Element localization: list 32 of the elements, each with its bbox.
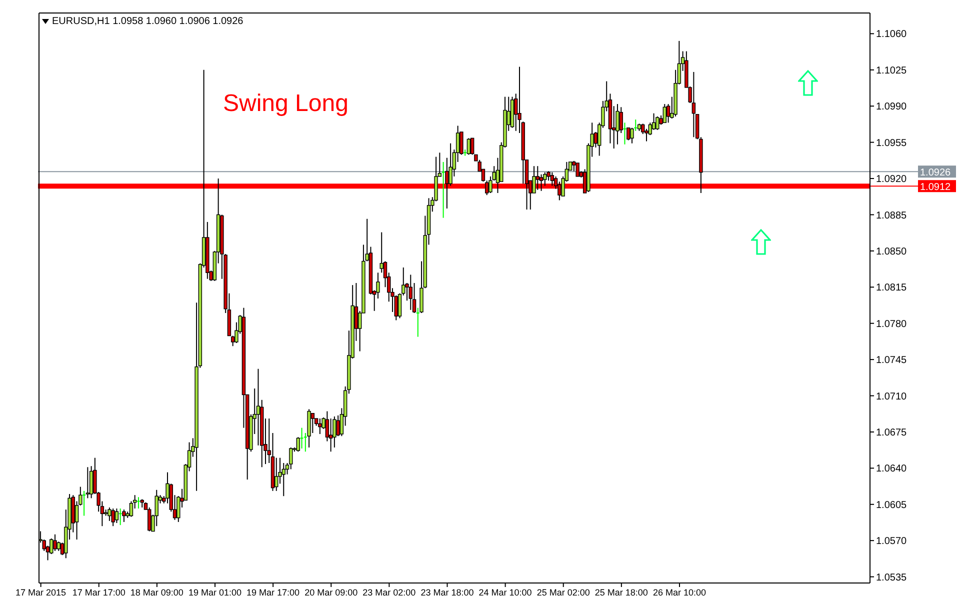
x-tick-label: 19 Mar 01:00 — [188, 587, 242, 598]
x-tick-label: 23 Mar 18:00 — [420, 587, 474, 598]
y-tick-label: 1.0675 — [876, 428, 908, 439]
x-tick-label: 23 Mar 02:00 — [362, 587, 416, 598]
y-tick-label: 1.0535 — [876, 572, 908, 584]
x-tick-label: 25 Mar 18:00 — [594, 587, 648, 598]
y-tick-label: 1.0850 — [876, 246, 908, 258]
y-tick-label: 1.0710 — [876, 391, 908, 402]
x-tick-label: 19 Mar 17:00 — [246, 587, 300, 598]
x-tick-label: 17 Mar 2015 — [16, 587, 66, 598]
y-tick-label: 1.0570 — [876, 536, 908, 548]
y-tick-label: 1.0640 — [876, 464, 908, 475]
y-tick-label: 1.0780 — [876, 318, 908, 330]
annotation: Swing Long — [223, 90, 348, 118]
y-tick-label: 1.0605 — [876, 500, 908, 511]
x-tick-label: 24 Mar 10:00 — [478, 587, 532, 598]
x-tick-label: 18 Mar 09:00 — [130, 587, 184, 598]
x-tick-label: 20 Mar 09:00 — [304, 587, 358, 598]
x-tick-label: 26 Mar 10:00 — [652, 587, 706, 598]
y-tick-label: 1.0955 — [876, 138, 908, 149]
y-tick-label: 1.0745 — [876, 355, 908, 366]
x-tick-label: 17 Mar 17:00 — [72, 587, 126, 598]
y-tick-label: 1.1025 — [876, 65, 908, 76]
chart-title: EURUSD,H1 1.0958 1.0960 1.0906 1.0926 — [52, 16, 244, 27]
y-tick-label: 1.0815 — [876, 282, 908, 294]
y-tick-label: 1.1060 — [876, 29, 908, 40]
x-tick-label: 25 Mar 02:00 — [536, 587, 590, 598]
y-tick-label: 1.0990 — [876, 102, 908, 113]
y-tick-label: 1.0885 — [876, 210, 908, 222]
y-tick-label: 1.0920 — [876, 174, 908, 186]
ref-line-label: 1.0912 — [920, 182, 952, 194]
ref-line-label: 1.0926 — [920, 168, 952, 179]
